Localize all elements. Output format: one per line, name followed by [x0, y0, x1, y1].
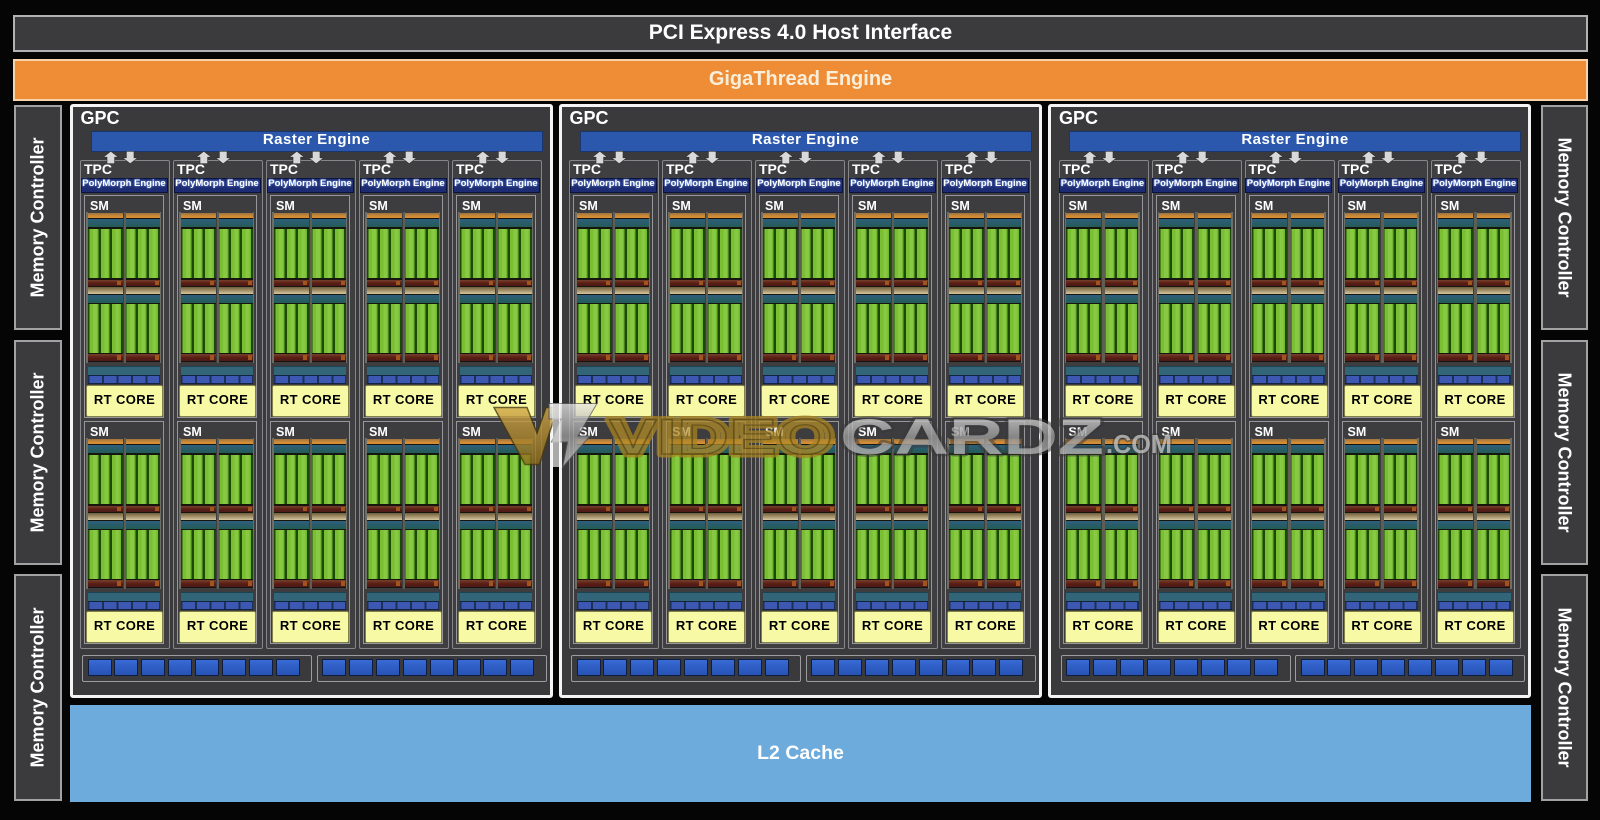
svg-text:CARDZ: CARDZ: [840, 409, 1104, 465]
svg-text:VIDEO: VIDEO: [609, 409, 833, 465]
svg-text:CARDZ: CARDZ: [840, 409, 1104, 465]
svg-text:.COM: .COM: [1106, 429, 1172, 459]
svg-text:.COM: .COM: [1106, 429, 1172, 459]
svg-text:VIDEO: VIDEO: [609, 409, 833, 465]
